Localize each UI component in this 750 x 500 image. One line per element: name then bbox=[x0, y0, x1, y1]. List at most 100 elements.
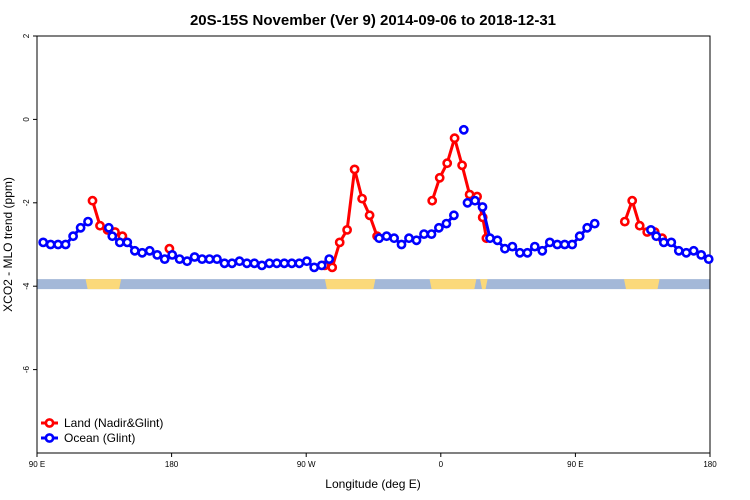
data-point bbox=[477, 202, 488, 212]
data-point bbox=[458, 124, 469, 135]
data-point bbox=[681, 247, 692, 258]
data-point bbox=[419, 229, 429, 239]
data-point bbox=[696, 249, 707, 260]
data-point bbox=[544, 237, 555, 248]
data-point bbox=[658, 237, 669, 248]
x-axis: 90 E 180 90 W 0 90 E 180 bbox=[29, 453, 717, 469]
data-point bbox=[470, 195, 480, 206]
data-point bbox=[559, 239, 570, 250]
land-band-segment bbox=[324, 279, 376, 290]
data-point bbox=[87, 195, 98, 206]
data-point bbox=[286, 258, 297, 269]
data-point bbox=[189, 252, 200, 262]
data-point bbox=[651, 231, 662, 242]
data-point bbox=[389, 233, 399, 244]
data-point bbox=[427, 195, 438, 206]
legend-item: Ocean (Glint) bbox=[41, 431, 135, 445]
data-point bbox=[666, 237, 677, 248]
data-point bbox=[349, 164, 360, 175]
y-tick-label: 0 bbox=[22, 117, 31, 122]
data-point bbox=[374, 233, 384, 244]
data-point bbox=[294, 258, 305, 269]
data-point bbox=[45, 239, 56, 250]
data-point bbox=[212, 254, 222, 264]
data-point bbox=[159, 254, 170, 264]
plot-frame-group bbox=[36, 35, 711, 454]
data-point bbox=[241, 258, 252, 269]
data-point bbox=[167, 249, 178, 260]
legend-marker bbox=[44, 433, 55, 443]
data-point bbox=[673, 245, 684, 256]
data-point bbox=[129, 245, 140, 256]
y-axis: 2 0 -2 -4 -6 bbox=[22, 33, 37, 373]
x-tick-label: 90 E bbox=[29, 460, 45, 469]
data-point bbox=[174, 254, 185, 264]
legend: Land (Nadir&Glint)Ocean (Glint) bbox=[41, 416, 163, 445]
data-point bbox=[204, 254, 215, 264]
data-point bbox=[83, 216, 93, 227]
series-ocean bbox=[38, 124, 714, 273]
data-point bbox=[515, 247, 525, 258]
data-point bbox=[95, 220, 105, 231]
land-band-segment bbox=[85, 279, 122, 290]
x-tick-label: 180 bbox=[165, 460, 179, 469]
data-point bbox=[522, 247, 533, 258]
data-point bbox=[434, 172, 445, 183]
data-point bbox=[144, 245, 155, 256]
data-point bbox=[627, 195, 638, 206]
land-band-segment bbox=[429, 279, 477, 290]
data-point bbox=[316, 260, 327, 271]
x-tick-label: 0 bbox=[439, 460, 444, 469]
series-land bbox=[87, 133, 667, 273]
data-point bbox=[182, 256, 192, 267]
data-point bbox=[433, 222, 444, 233]
data-point bbox=[457, 160, 467, 171]
data-point bbox=[60, 239, 71, 250]
data-point bbox=[114, 237, 125, 248]
legend-marker bbox=[44, 418, 55, 428]
data-point bbox=[634, 220, 645, 231]
data-point bbox=[442, 158, 453, 169]
data-point bbox=[357, 193, 367, 204]
data-point bbox=[301, 256, 312, 267]
x-tick-label: 90 W bbox=[297, 460, 316, 469]
x-axis-label: Longitude (deg E) bbox=[325, 477, 420, 491]
data-point bbox=[327, 262, 338, 273]
legend-item: Land (Nadir&Glint) bbox=[41, 416, 163, 430]
data-point bbox=[309, 262, 320, 273]
data-point bbox=[567, 239, 578, 250]
data-point bbox=[137, 247, 148, 258]
y-axis-label: XCO2 - MLO trend (ppm) bbox=[1, 177, 15, 312]
data-point bbox=[529, 241, 540, 252]
data-point bbox=[381, 231, 392, 242]
data-point bbox=[342, 224, 352, 235]
data-point bbox=[249, 258, 260, 269]
data-point bbox=[404, 233, 414, 244]
data-point bbox=[619, 216, 630, 227]
data-point bbox=[646, 224, 656, 235]
data-point bbox=[279, 258, 290, 269]
x-tick-label: 90 E bbox=[567, 460, 583, 469]
data-point bbox=[703, 254, 714, 264]
data-point bbox=[68, 231, 78, 242]
data-point bbox=[582, 222, 593, 233]
plot-frame bbox=[36, 35, 711, 454]
data-point bbox=[449, 133, 460, 144]
data-point bbox=[53, 239, 63, 250]
data-point bbox=[574, 231, 585, 242]
data-point bbox=[507, 241, 518, 252]
data-point bbox=[364, 210, 375, 221]
land-band-segment bbox=[624, 279, 660, 290]
data-point bbox=[334, 237, 345, 248]
legend-label: Ocean (Glint) bbox=[64, 431, 135, 445]
data-point bbox=[219, 258, 230, 269]
data-point bbox=[271, 258, 282, 269]
legend-label: Land (Nadir&Glint) bbox=[64, 416, 163, 430]
data-point bbox=[426, 229, 437, 239]
data-point bbox=[499, 243, 510, 254]
data-point bbox=[411, 235, 422, 246]
data-point bbox=[107, 231, 118, 242]
y-tick-label: -2 bbox=[22, 199, 31, 207]
land-ocean-band bbox=[37, 279, 710, 290]
data-point bbox=[227, 258, 237, 269]
